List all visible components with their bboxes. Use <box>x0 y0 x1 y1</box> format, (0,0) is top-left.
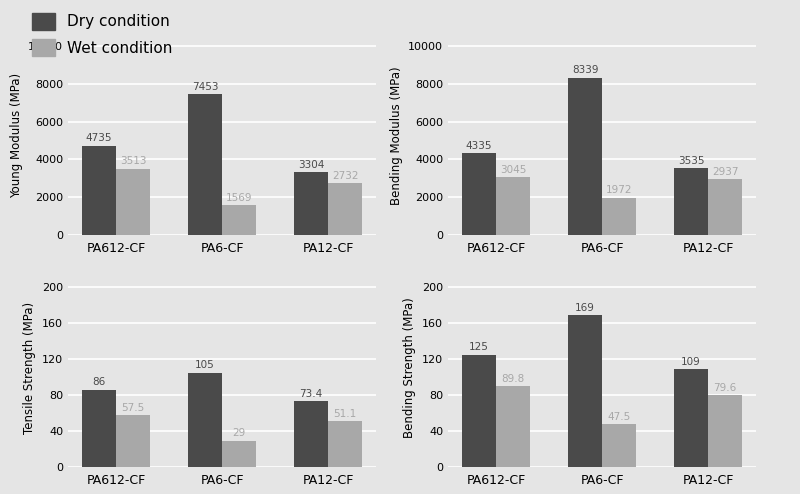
Text: 7453: 7453 <box>192 82 218 92</box>
Bar <box>602 424 636 467</box>
Text: 105: 105 <box>195 360 215 370</box>
Bar <box>222 205 256 235</box>
Bar <box>82 146 116 235</box>
Bar <box>674 369 708 467</box>
Text: 1972: 1972 <box>606 185 632 195</box>
Bar <box>462 355 496 467</box>
Bar <box>82 390 116 467</box>
Bar <box>116 415 150 467</box>
Y-axis label: Tensile Strength (MPa): Tensile Strength (MPa) <box>23 302 37 434</box>
Bar <box>708 395 742 467</box>
Text: 47.5: 47.5 <box>607 412 630 422</box>
Text: 57.5: 57.5 <box>122 403 145 413</box>
Legend: Dry condition, Wet condition: Dry condition, Wet condition <box>32 12 172 56</box>
Bar <box>222 441 256 467</box>
Bar <box>708 179 742 235</box>
Y-axis label: Young Modulus (MPa): Young Modulus (MPa) <box>10 73 22 199</box>
Bar <box>328 183 362 235</box>
Text: 89.8: 89.8 <box>502 374 525 384</box>
Text: 2937: 2937 <box>712 167 738 177</box>
Bar <box>328 421 362 467</box>
Bar <box>568 78 602 235</box>
Bar <box>496 386 530 467</box>
Text: 3045: 3045 <box>500 165 526 175</box>
Text: 8339: 8339 <box>572 65 598 76</box>
Text: 29: 29 <box>232 428 246 438</box>
Bar <box>462 153 496 235</box>
Text: 3304: 3304 <box>298 160 324 170</box>
Text: 3513: 3513 <box>120 156 146 166</box>
Bar <box>294 172 328 235</box>
Text: 4335: 4335 <box>466 141 492 151</box>
Text: 4735: 4735 <box>86 133 112 143</box>
Text: 2732: 2732 <box>332 171 358 181</box>
Text: 51.1: 51.1 <box>334 409 357 418</box>
Bar <box>674 168 708 235</box>
Bar <box>294 401 328 467</box>
Text: 3535: 3535 <box>678 156 704 166</box>
Text: 169: 169 <box>575 303 595 313</box>
Text: 1569: 1569 <box>226 193 252 203</box>
Y-axis label: Bending Strength (MPa): Bending Strength (MPa) <box>403 298 417 438</box>
Bar <box>116 168 150 235</box>
Bar <box>188 94 222 235</box>
Bar <box>568 315 602 467</box>
Text: 109: 109 <box>682 357 701 367</box>
Text: 79.6: 79.6 <box>714 383 737 393</box>
Text: 73.4: 73.4 <box>299 389 322 399</box>
Bar <box>496 177 530 235</box>
Bar <box>188 372 222 467</box>
Text: 86: 86 <box>92 377 106 387</box>
Bar <box>602 198 636 235</box>
Y-axis label: Bending Modulus (MPa): Bending Modulus (MPa) <box>390 67 402 205</box>
Text: 125: 125 <box>469 342 489 352</box>
